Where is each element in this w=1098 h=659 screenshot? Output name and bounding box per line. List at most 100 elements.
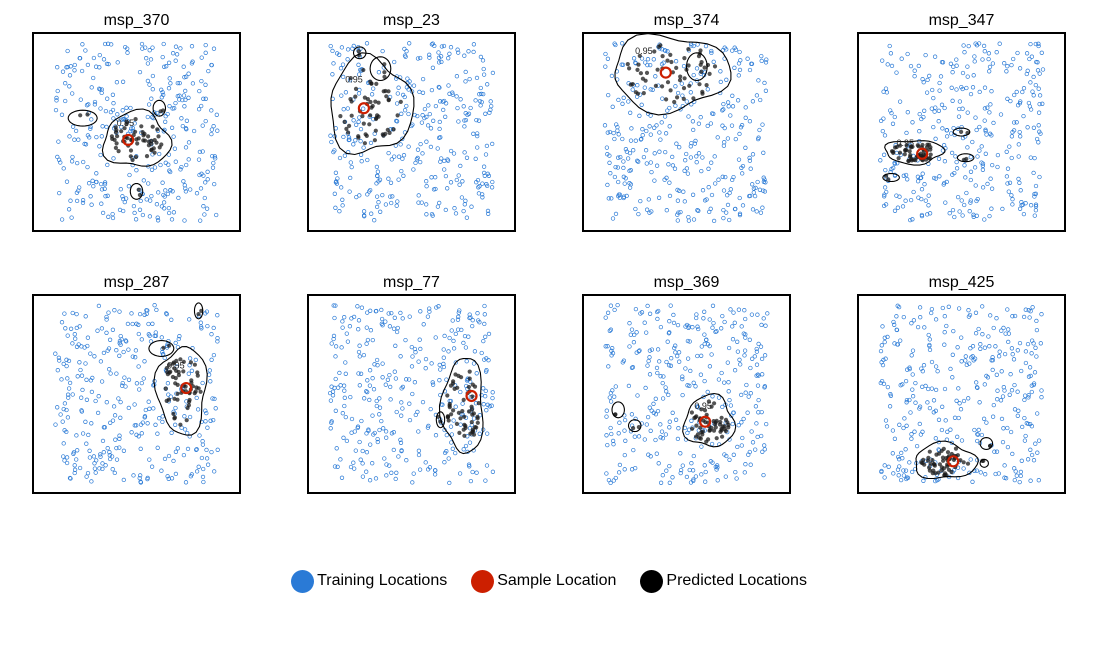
- training-point: [621, 95, 626, 100]
- training-point: [386, 150, 391, 156]
- training-point: [990, 367, 995, 373]
- training-point: [912, 429, 917, 434]
- training-point: [165, 474, 170, 479]
- training-point: [925, 212, 930, 217]
- training-point: [80, 200, 86, 206]
- training-point: [146, 399, 151, 404]
- training-point: [437, 362, 442, 368]
- training-point: [705, 87, 710, 92]
- predicted-points: [161, 308, 204, 427]
- training-point: [1021, 86, 1027, 91]
- training-point: [160, 419, 165, 425]
- training-point: [926, 386, 931, 392]
- training-point: [675, 218, 680, 223]
- training-point: [910, 469, 915, 475]
- training-point: [709, 192, 715, 198]
- training-point: [961, 43, 966, 48]
- training-point: [362, 396, 367, 401]
- training-point: [643, 148, 649, 153]
- training-point: [442, 158, 447, 164]
- training-point: [379, 316, 385, 322]
- training-point: [1008, 98, 1013, 104]
- training-point: [134, 168, 139, 173]
- training-point: [719, 370, 724, 376]
- training-point: [342, 153, 348, 158]
- training-point: [1029, 424, 1035, 429]
- training-point: [616, 179, 621, 185]
- training-point: [954, 87, 959, 92]
- training-point: [209, 357, 214, 362]
- training-point: [680, 374, 685, 379]
- training-point: [86, 102, 91, 107]
- predicted-point: [965, 461, 971, 466]
- training-point: [667, 425, 672, 430]
- training-point: [148, 198, 153, 203]
- training-point: [1038, 131, 1043, 136]
- training-point: [677, 359, 682, 364]
- predicted-point: [672, 99, 677, 105]
- training-point: [197, 88, 202, 94]
- predicted-point: [382, 74, 387, 79]
- training-point: [457, 308, 462, 313]
- training-point: [636, 159, 641, 164]
- predicted-point: [891, 150, 896, 155]
- training-point: [962, 202, 967, 208]
- training-points: [878, 41, 1046, 223]
- training-point: [428, 144, 434, 150]
- training-point: [418, 346, 423, 352]
- training-point: [209, 62, 214, 68]
- predicted-point: [698, 48, 703, 53]
- training-point: [1017, 180, 1022, 185]
- training-point: [737, 357, 742, 362]
- training-point: [203, 96, 208, 101]
- training-point: [706, 166, 711, 171]
- training-point: [612, 174, 618, 180]
- training-point: [647, 372, 653, 377]
- predicted-point: [166, 362, 172, 368]
- training-point: [653, 396, 658, 401]
- training-point: [333, 303, 338, 308]
- training-point: [905, 177, 910, 182]
- training-point: [879, 468, 884, 474]
- training-point: [938, 74, 944, 79]
- training-point: [920, 171, 925, 176]
- training-point: [620, 360, 625, 365]
- training-point: [357, 383, 362, 388]
- training-point: [415, 56, 421, 61]
- training-point: [407, 79, 412, 84]
- training-point: [429, 361, 434, 366]
- training-point: [354, 194, 359, 200]
- predicted-point: [903, 148, 908, 153]
- training-point: [905, 51, 910, 57]
- training-point: [1028, 107, 1034, 112]
- training-point: [964, 362, 969, 368]
- training-point: [604, 471, 609, 476]
- predicted-point: [453, 372, 458, 377]
- training-point: [721, 207, 726, 213]
- training-point: [155, 215, 160, 220]
- training-point: [58, 160, 63, 165]
- training-point: [1009, 388, 1015, 393]
- training-point: [989, 186, 995, 191]
- training-point: [927, 347, 933, 353]
- training-point: [901, 425, 906, 431]
- training-point: [972, 427, 977, 433]
- training-point: [338, 457, 343, 462]
- training-point: [695, 324, 700, 329]
- training-point: [931, 124, 936, 130]
- training-point: [649, 169, 654, 175]
- training-point: [754, 421, 759, 426]
- training-point: [389, 310, 394, 316]
- training-point: [461, 208, 466, 214]
- training-point: [1012, 477, 1017, 483]
- training-point: [644, 128, 649, 134]
- training-point: [97, 144, 102, 149]
- training-point: [901, 314, 906, 320]
- training-point: [62, 401, 68, 406]
- predicted-point: [391, 127, 396, 132]
- training-point: [736, 157, 742, 162]
- training-point: [433, 433, 439, 438]
- training-point: [919, 196, 924, 202]
- training-point: [70, 91, 75, 96]
- training-point: [949, 440, 955, 446]
